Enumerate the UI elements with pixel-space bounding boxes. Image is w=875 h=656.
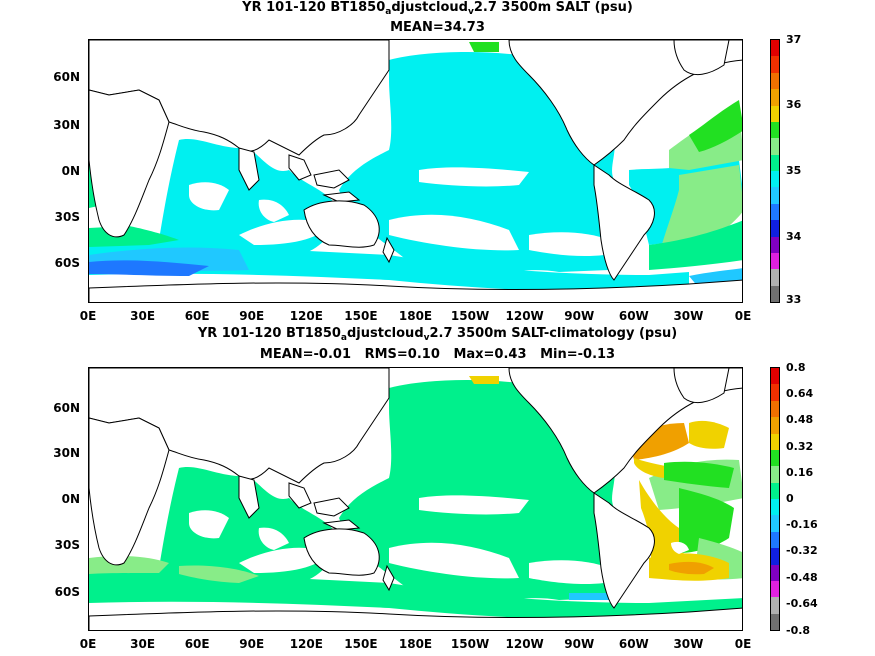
map2-ylabel-30S: 30S (54, 538, 80, 552)
map1-ylabel-60N: 60N (53, 70, 80, 84)
map1-xlabel-12: 0E (734, 309, 752, 323)
cb2-label-3: 0.32 (786, 440, 814, 453)
cb2-label-8: -0.48 (786, 571, 818, 584)
cbar1-swatch-10 (771, 203, 779, 221)
map2-xlabel-7: 150W (450, 637, 490, 651)
cbar2-swatch-7 (771, 482, 779, 499)
map2-title: YR 101-120 BT1850adjustcloudv2.7 3500m S… (197, 326, 678, 343)
cb2-label-5: 0 (786, 492, 794, 505)
map1-xlabel-1: 30E (130, 309, 156, 323)
map1-ylabel-30S: 30S (54, 210, 80, 224)
cbar1-swatch-7 (771, 154, 779, 171)
map1-xlabel-10: 60W (618, 309, 649, 323)
cbar1-swatch-1 (771, 56, 779, 73)
map1-xlabel-5: 150E (344, 309, 378, 323)
cb1-label-37: 37 (786, 33, 802, 46)
map1-title: YR 101-120 BT1850adjustcloudv2.7 3500m S… (242, 0, 633, 17)
cb2-label-0: 0.8 (786, 361, 806, 374)
map1-xlabel-7: 150W (450, 309, 490, 323)
map2-xlabel-11: 30W (673, 637, 704, 651)
cbar1-swatch-3 (771, 89, 779, 106)
map1-xlabel-0: 0E (79, 309, 97, 323)
map1-xlabel-3: 90E (239, 309, 265, 323)
cbar2-swatch-0 (771, 368, 779, 385)
cb1-label-34: 34 (786, 230, 802, 243)
map1-ylabel-30N: 30N (53, 118, 80, 132)
cbar2-swatch-11 (771, 548, 779, 565)
map1-xlabel-8: 120W (505, 309, 544, 323)
map2-xlabel-12: 0E (734, 637, 752, 651)
cbar1-swatch-0 (771, 40, 779, 57)
cb2-label-6: -0.16 (786, 518, 818, 531)
cb1-label-33: 33 (786, 293, 802, 306)
cb1-label-35: 35 (786, 164, 802, 177)
map2-land (89, 368, 742, 630)
map2-colorbar (770, 367, 780, 631)
cbar1-swatch-8 (771, 171, 779, 188)
cbar1-swatch-9 (771, 187, 779, 204)
cb2-label-4: 0.16 (786, 466, 814, 479)
map2-ylabel-30N: 30N (53, 446, 80, 460)
map2-xlabel-4: 120E (289, 637, 323, 651)
cb2-label-1: 0.64 (786, 387, 814, 400)
map1-svg (89, 40, 742, 302)
cbar2-swatch-13 (771, 580, 779, 598)
map2-xlabel-2: 60E (184, 637, 210, 651)
map2-ylabel-0N: 0N (61, 492, 80, 506)
cbar2-swatch-5 (771, 449, 779, 467)
cb2-label-2: 0.48 (786, 413, 814, 426)
cbar2-swatch-3 (771, 417, 779, 434)
map2-xlabel-9: 90W (564, 637, 595, 651)
cbar1-swatch-12 (771, 236, 779, 253)
map1-land (89, 40, 742, 302)
cbar1-swatch-13 (771, 252, 779, 270)
map2-xlabel-3: 90E (239, 637, 265, 651)
cbar1-swatch-4 (771, 105, 779, 122)
cbar2-swatch-9 (771, 515, 779, 532)
map1-xlabel-11: 30W (673, 309, 704, 323)
map2-stats: MEAN=-0.01 RMS=0.10 Max=0.43 Min=-0.13 (259, 347, 616, 362)
cbar1-swatch-14 (771, 269, 779, 286)
cbar2-swatch-4 (771, 433, 779, 450)
map1-xlabel-4: 120E (289, 309, 323, 323)
cbar2-swatch-12 (771, 564, 779, 581)
map1-ylabel-0N: 0N (61, 164, 80, 178)
cbar2-swatch-6 (771, 466, 779, 483)
cb2-label-9: -0.64 (786, 597, 818, 610)
map2-svg (89, 368, 742, 630)
map2-xlabel-8: 120W (505, 637, 544, 651)
cbar2-swatch-14 (771, 597, 779, 614)
map2-xlabel-10: 60W (618, 637, 649, 651)
cbar2-swatch-8 (771, 499, 779, 516)
map2-xlabel-0: 0E (79, 637, 97, 651)
map2-ylabel-60N: 60N (53, 401, 80, 415)
cbar1-swatch-2 (771, 72, 779, 90)
cbar1-swatch-6 (771, 138, 779, 155)
cb2-label-10: -0.8 (786, 624, 811, 637)
map1-xlabel-6: 180E (398, 309, 433, 323)
cbar1-swatch-15 (771, 285, 779, 302)
cbar1-swatch-5 (771, 121, 779, 139)
cbar1-swatch-11 (771, 220, 779, 237)
cb1-label-36: 36 (786, 98, 802, 111)
map1-salinity (88, 39, 743, 303)
cbar2-swatch-10 (771, 531, 779, 549)
map2-salinity-anomaly (88, 367, 743, 631)
map2-ylabel-60S: 60S (54, 585, 80, 599)
cbar2-swatch-1 (771, 384, 779, 401)
map1-stats: MEAN=34.73 (390, 20, 485, 35)
cb2-label-7: -0.32 (786, 544, 818, 557)
map1-colorbar (770, 39, 780, 303)
cbar2-swatch-2 (771, 400, 779, 418)
map1-xlabel-9: 90W (564, 309, 595, 323)
map2-xlabel-1: 30E (130, 637, 156, 651)
map1-ylabel-60S: 60S (54, 256, 80, 270)
map1-xlabel-2: 60E (184, 309, 210, 323)
map2-xlabel-5: 150E (344, 637, 378, 651)
map2-xlabel-6: 180E (398, 637, 433, 651)
cbar2-swatch-15 (771, 613, 779, 630)
